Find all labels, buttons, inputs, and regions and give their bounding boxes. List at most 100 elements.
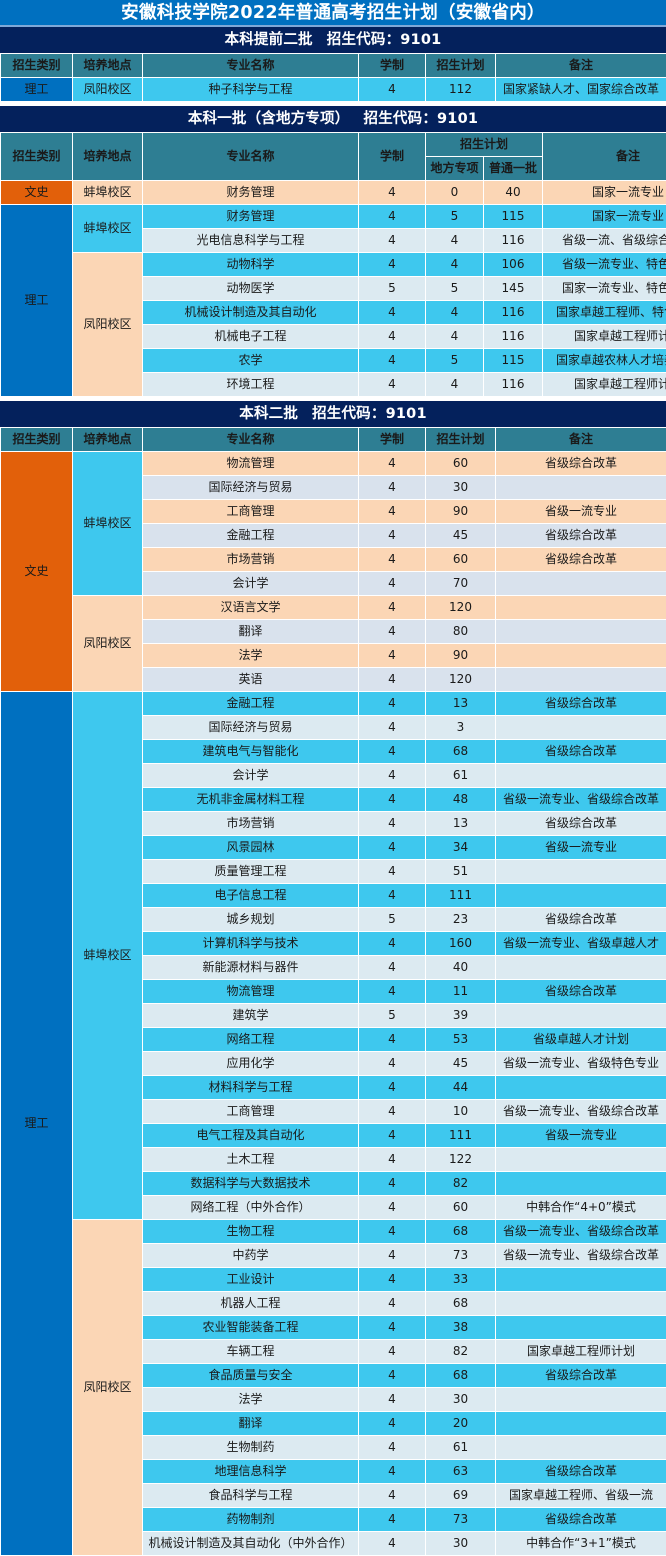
cell-major: 车辆工程	[143, 1340, 359, 1364]
cell-note: 国家卓越工程师计划	[543, 325, 666, 349]
cell-major: 数据科学与大数据技术	[143, 1172, 359, 1196]
cell-plan: 34	[426, 836, 496, 860]
cell-note: 省级一流专业、省级综合改革	[496, 1220, 666, 1244]
col-header-plan: 招生计划	[426, 54, 496, 78]
cell-note: 中韩合作“3+1”模式	[496, 1532, 666, 1556]
cell-major: 机械设计制造及其自动化	[143, 301, 359, 325]
cell-note: 国家一流专业	[543, 205, 666, 229]
cell-years: 4	[359, 181, 426, 205]
cell-major: 土木工程	[143, 1148, 359, 1172]
cell-plan: 11	[426, 980, 496, 1004]
cell-years: 4	[359, 548, 426, 572]
col-header-plan-general: 普通一批	[484, 157, 543, 181]
cell-major: 应用化学	[143, 1052, 359, 1076]
cell-plan: 60	[426, 548, 496, 572]
cell-plan-general: 116	[484, 325, 543, 349]
cell-plan: 44	[426, 1076, 496, 1100]
cell-major: 英语	[143, 668, 359, 692]
cell-plan: 90	[426, 644, 496, 668]
col-header-plan: 招生计划	[426, 428, 496, 452]
cell-category: 理工	[1, 78, 73, 102]
cell-major: 新能源材料与器件	[143, 956, 359, 980]
col-header-campus: 培养地点	[73, 133, 143, 181]
cell-note	[496, 572, 666, 596]
cell-plan-local: 4	[426, 325, 484, 349]
section-banner-name: 本科提前二批	[225, 32, 313, 48]
cell-plan: 82	[426, 1340, 496, 1364]
cell-years: 4	[359, 1124, 426, 1148]
cell-years: 4	[359, 229, 426, 253]
cell-plan-general: 40	[484, 181, 543, 205]
cell-major: 动物医学	[143, 277, 359, 301]
cell-plan-local: 0	[426, 181, 484, 205]
cell-years: 4	[359, 524, 426, 548]
cell-plan: 73	[426, 1244, 496, 1268]
cell-plan: 160	[426, 932, 496, 956]
cell-years: 4	[359, 1436, 426, 1460]
cell-plan: 10	[426, 1100, 496, 1124]
cell-note	[496, 1436, 666, 1460]
cell-category: 理工	[1, 205, 73, 397]
cell-category: 文史	[1, 452, 73, 692]
cell-years: 4	[359, 668, 426, 692]
cell-note	[496, 620, 666, 644]
cell-plan: 70	[426, 572, 496, 596]
cell-note: 省级综合改革	[496, 908, 666, 932]
section-banner-code: 招生代码：9101	[327, 32, 442, 48]
cell-years: 4	[359, 1052, 426, 1076]
cell-note: 国家紧缺人才、国家综合改革	[496, 78, 666, 102]
cell-plan: 48	[426, 788, 496, 812]
cell-campus: 蚌埠校区	[73, 692, 143, 1220]
cell-major: 地理信息科学	[143, 1460, 359, 1484]
cell-years: 4	[359, 1412, 426, 1436]
cell-years: 4	[359, 1508, 426, 1532]
cell-major: 电气工程及其自动化	[143, 1124, 359, 1148]
col-header-major: 专业名称	[143, 133, 359, 181]
cell-note: 省级综合改革	[496, 812, 666, 836]
cell-plan-local: 4	[426, 229, 484, 253]
cell-note	[496, 764, 666, 788]
cell-major: 药物制剂	[143, 1508, 359, 1532]
col-header-category: 招生类别	[1, 54, 73, 78]
cell-years: 4	[359, 476, 426, 500]
col-header-category: 招生类别	[1, 133, 73, 181]
cell-major: 电子信息工程	[143, 884, 359, 908]
cell-major: 种子科学与工程	[143, 78, 359, 102]
cell-major: 工业设计	[143, 1268, 359, 1292]
cell-major: 农学	[143, 349, 359, 373]
cell-years: 4	[359, 836, 426, 860]
cell-plan-local: 4	[426, 253, 484, 277]
cell-plan: 30	[426, 476, 496, 500]
cell-note: 省级综合改革	[496, 1364, 666, 1388]
cell-plan: 61	[426, 764, 496, 788]
cell-plan: 69	[426, 1484, 496, 1508]
cell-years: 4	[359, 1532, 426, 1556]
cell-years: 4	[359, 980, 426, 1004]
cell-note: 省级卓越人才计划	[496, 1028, 666, 1052]
cell-years: 5	[359, 908, 426, 932]
cell-note: 省级综合改革	[496, 980, 666, 1004]
cell-years: 4	[359, 812, 426, 836]
cell-plan: 68	[426, 740, 496, 764]
cell-plan: 30	[426, 1388, 496, 1412]
header-row: 招生类别培养地点专业名称学制招生计划备注	[1, 54, 666, 78]
cell-years: 4	[359, 500, 426, 524]
cell-years: 4	[359, 78, 426, 102]
cell-plan: 111	[426, 884, 496, 908]
cell-major: 机械电子工程	[143, 325, 359, 349]
cell-note	[496, 476, 666, 500]
cell-major: 建筑电气与智能化	[143, 740, 359, 764]
cell-note	[496, 1412, 666, 1436]
cell-years: 4	[359, 1076, 426, 1100]
cell-years: 4	[359, 373, 426, 397]
cell-major: 光电信息科学与工程	[143, 229, 359, 253]
cell-years: 4	[359, 644, 426, 668]
cell-campus: 蚌埠校区	[73, 205, 143, 253]
cell-campus: 蚌埠校区	[73, 452, 143, 596]
cell-plan: 33	[426, 1268, 496, 1292]
cell-major: 质量管理工程	[143, 860, 359, 884]
cell-campus: 凤阳校区	[73, 253, 143, 397]
cell-years: 4	[359, 1196, 426, 1220]
cell-plan: 60	[426, 452, 496, 476]
